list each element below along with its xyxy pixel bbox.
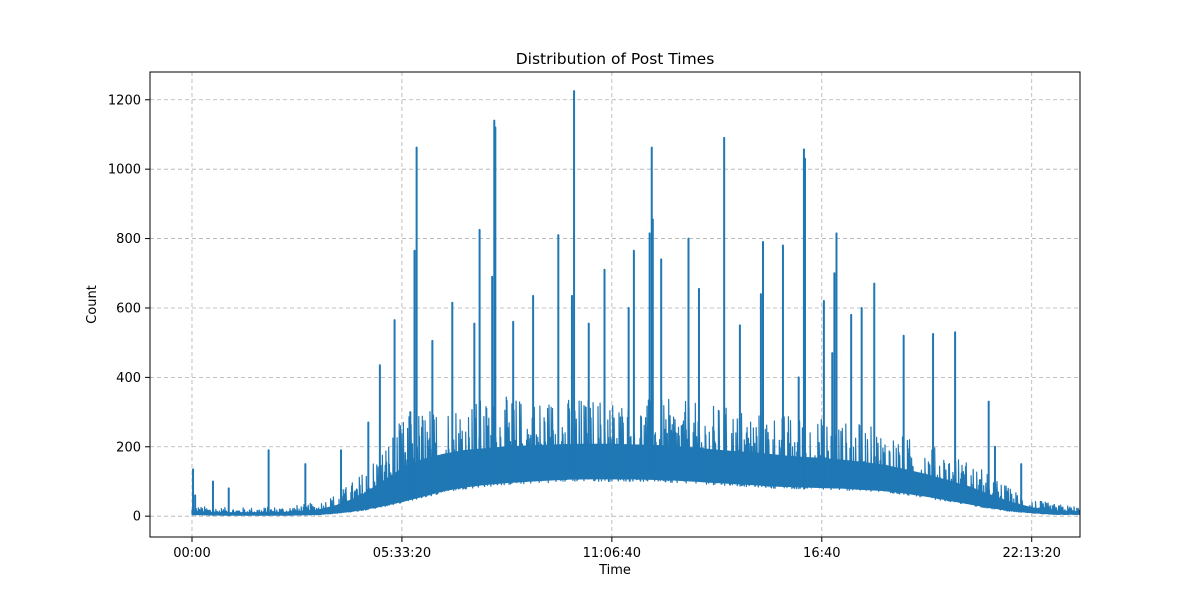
- series-blue: [191, 90, 1080, 517]
- x-tick-label-0: 00:00: [173, 546, 210, 561]
- y-tick-label-2: 400: [116, 371, 141, 386]
- y-tick-label-3: 600: [116, 301, 141, 316]
- chart-title: Distribution of Post Times: [516, 50, 715, 68]
- x-tick-label-2: 11:06:40: [583, 546, 641, 561]
- x-tick-label-1: 05:33:20: [373, 546, 431, 561]
- y-axis-ticks: 0 200 400 600 800 1000 1200: [108, 93, 150, 525]
- y-tick-label-4: 800: [116, 232, 141, 247]
- y-axis-label: Count: [85, 285, 100, 324]
- y-tick-label-6: 1200: [108, 93, 141, 108]
- y-tick-label-1: 200: [116, 440, 141, 455]
- x-axis-label: Time: [598, 563, 631, 578]
- grid-lines: [150, 72, 1080, 537]
- y-tick-label-5: 1000: [108, 163, 141, 178]
- x-axis-ticks: 00:00 05:33:20 11:06:40 16:40 22:13:20: [173, 537, 1061, 561]
- plot-frame: [149, 71, 1081, 538]
- x-tick-label-4: 22:13:20: [1003, 546, 1061, 561]
- x-tick-label-3: 16:40: [803, 546, 840, 561]
- y-tick-label-0: 0: [133, 510, 141, 525]
